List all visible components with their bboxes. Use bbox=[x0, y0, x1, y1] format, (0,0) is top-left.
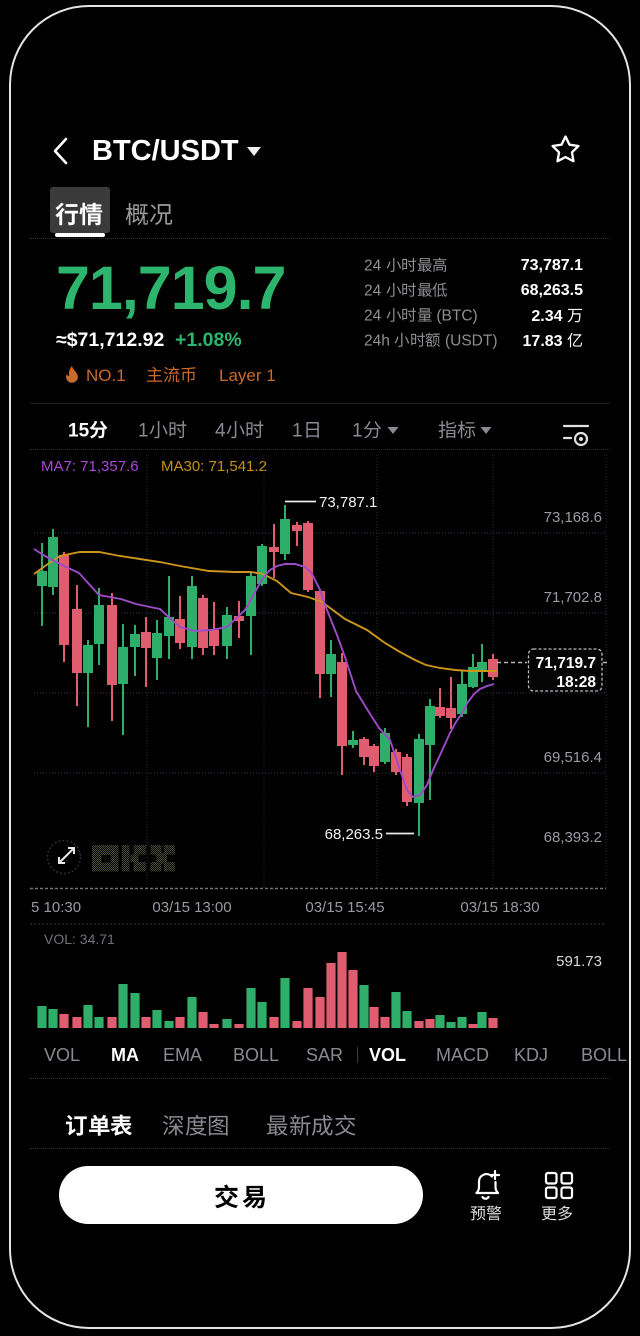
svg-text:MA30: 71,541.2: MA30: 71,541.2 bbox=[161, 458, 267, 475]
svg-text:591.73: 591.73 bbox=[556, 953, 602, 970]
svg-text:03/15 18:30: 03/15 18:30 bbox=[460, 899, 539, 916]
svg-text:68,393.2: 68,393.2 bbox=[544, 829, 602, 846]
svg-text:5 10:30: 5 10:30 bbox=[31, 899, 81, 916]
svg-text:03/15 15:45: 03/15 15:45 bbox=[305, 899, 384, 916]
svg-text:71,702.8: 71,702.8 bbox=[544, 589, 602, 606]
svg-text:03/15 13:00: 03/15 13:00 bbox=[152, 899, 231, 916]
svg-text:73,787.1: 73,787.1 bbox=[319, 494, 377, 511]
svg-text:MA7: 71,357.6: MA7: 71,357.6 bbox=[41, 458, 139, 475]
svg-text:73,168.6: 73,168.6 bbox=[544, 509, 602, 526]
svg-text:69,516.4: 69,516.4 bbox=[544, 749, 602, 766]
svg-text:18:28: 18:28 bbox=[556, 674, 596, 691]
svg-text:68,263.5: 68,263.5 bbox=[325, 826, 383, 843]
svg-text:71,719.7: 71,719.7 bbox=[536, 655, 596, 672]
svg-text:VOL: 34.71: VOL: 34.71 bbox=[44, 931, 115, 947]
